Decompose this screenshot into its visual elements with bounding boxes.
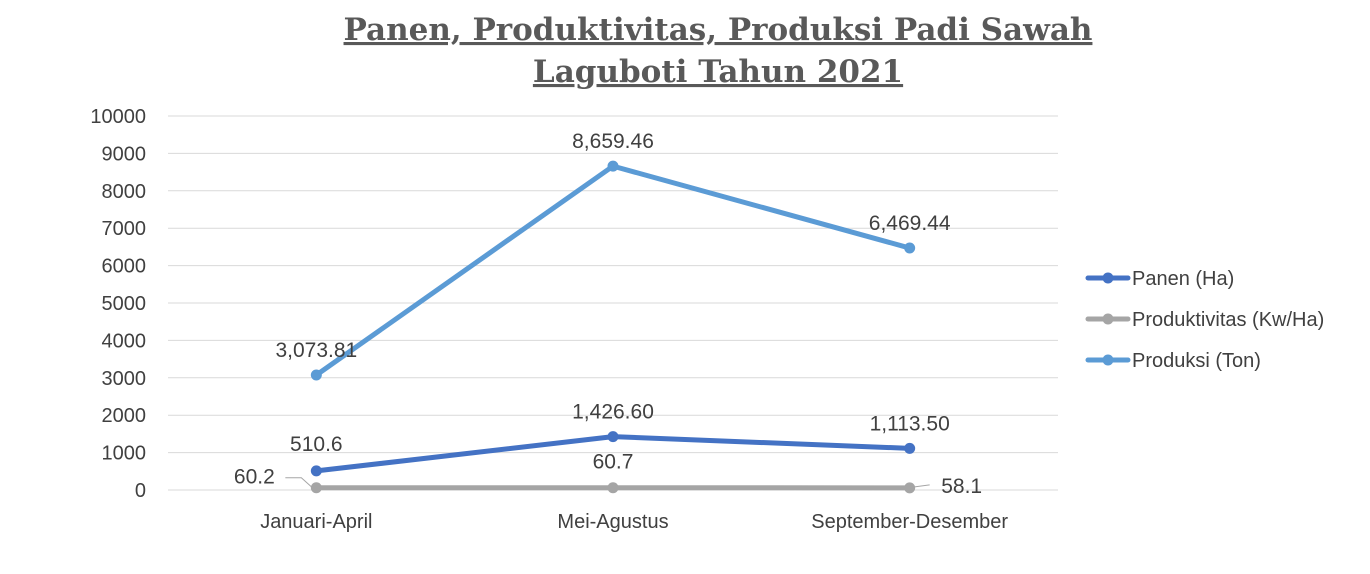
gridlines — [168, 115, 1058, 491]
x-axis-ticks: Januari-April Mei-Agustus September-Desemb… — [260, 511, 1008, 533]
legend-swatch-marker — [1102, 354, 1114, 366]
y-tick-label: 7000 — [102, 218, 147, 240]
y-tick-label: 10000 — [90, 106, 146, 128]
leader-line — [285, 477, 312, 488]
data-label: 510.6 — [290, 433, 343, 456]
data-labels: 510.6 1,426.60 1,113.50 60.2 60.7 58.1 3,073.8… — [234, 130, 982, 498]
legend-label: Produktivitas (Kw/Ha) — [1132, 309, 1324, 331]
data-point — [310, 465, 322, 477]
y-tick-label: 5000 — [102, 293, 147, 315]
y-axis-ticks: 0 1000 2000 3000 4000 5000 6000 7000 8000 9000 100… — [90, 106, 146, 502]
y-tick-label: 6000 — [102, 256, 147, 278]
y-tick-label: 0 — [135, 480, 146, 502]
data-label: 60.2 — [234, 466, 275, 489]
data-label: 1,426.60 — [572, 401, 654, 424]
y-tick-label: 2000 — [102, 405, 147, 427]
legend-swatch-marker — [1102, 272, 1114, 284]
chart-title: Panen, Produktivitas, Produksi Padi Sawa… — [344, 12, 1093, 90]
y-tick-label: 3000 — [102, 368, 147, 390]
legend-swatch-marker — [1102, 313, 1114, 325]
data-label: 6,469.44 — [869, 212, 951, 235]
x-tick-label: September-Desember — [811, 511, 1008, 533]
series-lines — [310, 160, 916, 494]
data-label: 58.1 — [941, 475, 982, 498]
x-tick-label: Januari-April — [260, 511, 372, 533]
y-tick-label: 4000 — [102, 330, 147, 352]
series-line — [313, 163, 913, 378]
data-point — [310, 482, 322, 494]
data-label: 8,659.46 — [572, 130, 654, 153]
legend-label: Produksi (Ton) — [1132, 350, 1261, 372]
y-tick-label: 9000 — [102, 143, 147, 165]
chart-title-line-2: Laguboti Tahun 2021 — [533, 54, 903, 90]
y-tick-label: 1000 — [102, 443, 147, 465]
data-point — [904, 482, 916, 494]
data-label: 60.7 — [593, 451, 634, 474]
data-label: 3,073.81 — [275, 339, 357, 362]
chart-title-line-1: Panen, Produktivitas, Produksi Padi Sawa… — [344, 12, 1093, 48]
legend-label: Panen (Ha) — [1132, 268, 1234, 290]
data-point — [607, 482, 619, 494]
y-tick-label: 8000 — [102, 181, 147, 203]
data-point — [904, 442, 916, 454]
data-label: 1,113.50 — [870, 412, 950, 435]
x-tick-label: Mei-Agustus — [557, 511, 668, 533]
legend: Panen (Ha) Produktivitas (Kw/Ha) Produksi … — [1085, 268, 1324, 372]
leader-line — [914, 484, 930, 488]
data-point — [607, 160, 619, 172]
data-point — [904, 242, 916, 254]
data-point — [607, 431, 619, 443]
data-point — [310, 369, 322, 381]
